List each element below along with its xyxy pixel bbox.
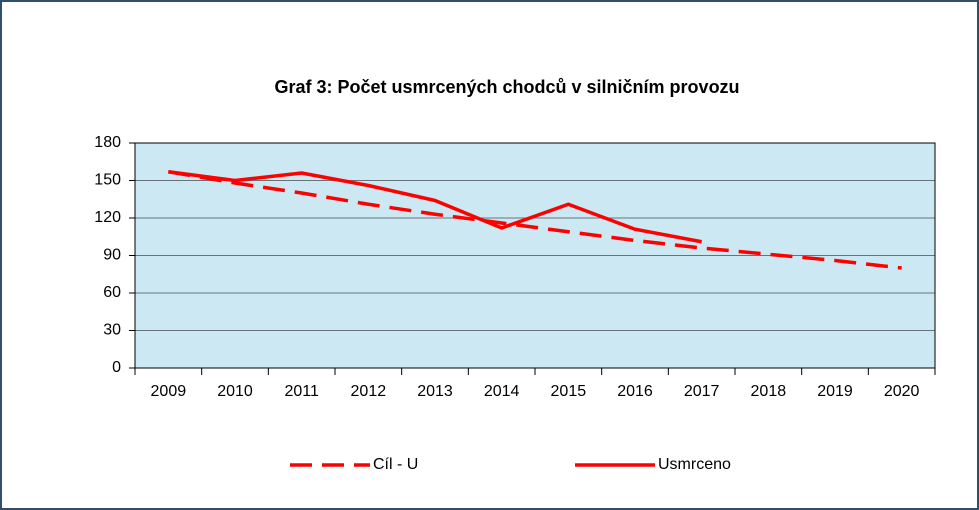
- y-tick-label: 60: [103, 284, 121, 301]
- x-tick-label: 2020: [884, 383, 920, 400]
- x-tick-label: 2013: [417, 383, 453, 400]
- x-tick-label: 2018: [751, 383, 787, 400]
- x-tick-label: 2014: [484, 383, 520, 400]
- y-tick-label: 30: [103, 322, 121, 339]
- x-tick-label: 2019: [817, 383, 853, 400]
- series-line: [168, 170, 702, 244]
- x-tick-label: 2016: [617, 383, 653, 400]
- x-tick-label: 2012: [351, 383, 387, 400]
- x-tick-label: 2009: [151, 383, 187, 400]
- y-tick-label: 90: [103, 247, 121, 264]
- x-tick-label: 2017: [684, 383, 720, 400]
- x-tick-label: 2011: [284, 383, 319, 400]
- legend-label: Usmrceno: [658, 456, 731, 473]
- y-tick-label: 150: [94, 172, 121, 189]
- y-tick-label: 0: [112, 359, 121, 376]
- legend-label: Cíl - U: [373, 456, 418, 473]
- y-tick-label: 180: [94, 134, 121, 151]
- x-tick-label: 2015: [551, 383, 587, 400]
- chart-title: Graf 3: Počet usmrcených chodců v silnič…: [274, 77, 739, 97]
- series-line: [168, 170, 902, 270]
- y-tick-label: 120: [94, 209, 121, 226]
- x-tick-label: 2010: [217, 383, 253, 400]
